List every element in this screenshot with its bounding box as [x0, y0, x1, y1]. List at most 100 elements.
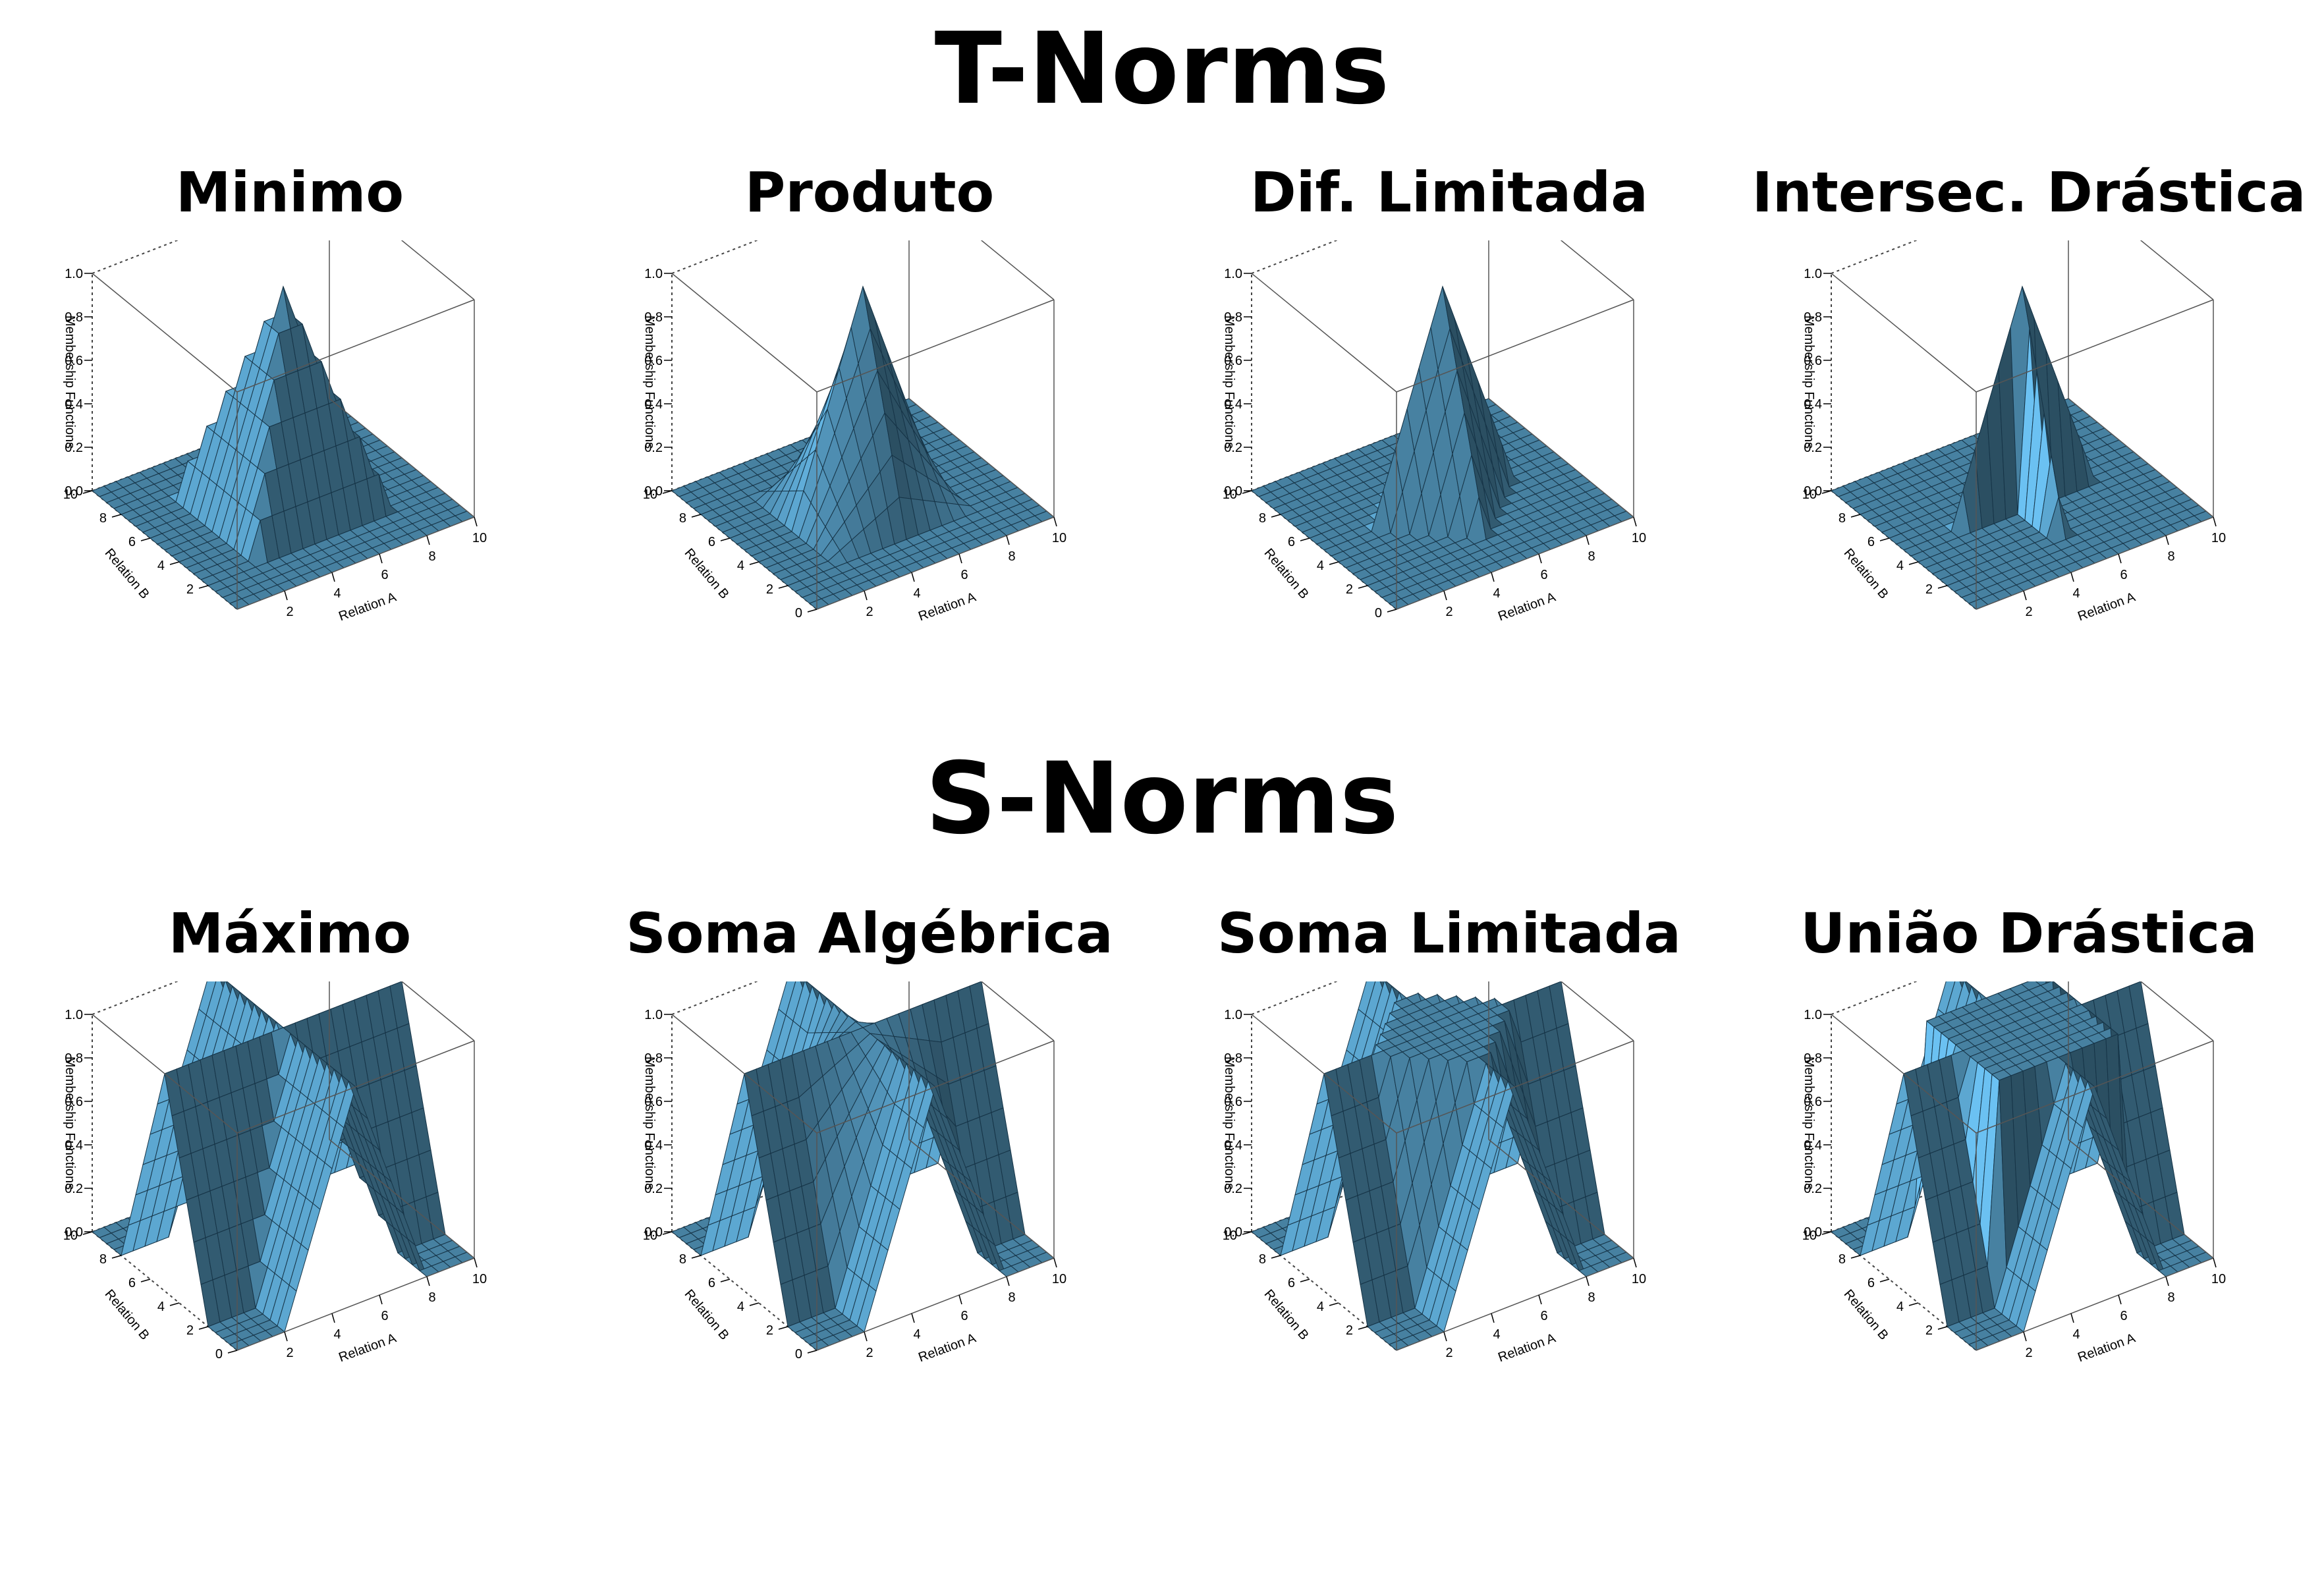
box-edge — [816, 1040, 1055, 1134]
z-tick-label: 0.8 — [1224, 1051, 1242, 1066]
y-tick-label: 2 — [766, 582, 773, 597]
y-axis-label: Relation B — [1841, 546, 1891, 602]
box-edge — [908, 398, 1055, 518]
x-tick — [958, 1294, 962, 1305]
box-edge — [1976, 1040, 2214, 1134]
x-tick-label: 8 — [428, 1290, 435, 1305]
box-edge — [980, 240, 1055, 300]
y-tick — [1879, 537, 1890, 541]
box-edge — [2068, 1139, 2214, 1259]
y-axis-label: Relation B — [1841, 1287, 1891, 1343]
y-axis-label: Relation B — [682, 546, 732, 602]
y-tick-label: 2 — [186, 582, 194, 597]
x-tick-label: 4 — [913, 586, 920, 601]
x-tick-label: 8 — [2167, 1290, 2174, 1305]
x-tick — [1586, 1276, 1590, 1286]
x-tick-label: 2 — [1445, 605, 1452, 619]
y-tick-label: 10 — [1802, 1228, 1817, 1243]
x-tick — [2213, 516, 2217, 527]
z-tick-label: 1.0 — [65, 1008, 83, 1022]
y-tick — [691, 1255, 702, 1259]
y-tick-label: 6 — [708, 535, 715, 549]
z-tick-label: 1.0 — [644, 1008, 663, 1022]
y-tick — [720, 1279, 731, 1282]
x-tick-label: 2 — [866, 1346, 873, 1360]
x-tick — [474, 516, 478, 527]
plot-box-front — [92, 981, 475, 1351]
x-tick-label: 6 — [960, 568, 968, 582]
surface-mesh — [1831, 285, 2214, 610]
y-tick — [1937, 585, 1948, 589]
chart-panel: Soma Limitada 2 4 6 8 10 Relation A 2 4 6 8 10 Relat… — [1159, 906, 1739, 1571]
x-tick — [1491, 1313, 1495, 1323]
s-norms-title: S-Norms — [925, 742, 1399, 856]
x-tick — [2070, 572, 2074, 582]
box-edge — [980, 981, 1055, 1041]
y-tick-label: 10 — [1802, 487, 1817, 502]
y-tick — [807, 609, 817, 613]
y-tick — [198, 585, 209, 589]
x-axis-label: Relation A — [1496, 590, 1558, 624]
z-axis-label: Membership Functions — [642, 1057, 657, 1190]
y-tick-label: 6 — [1288, 535, 1295, 549]
y-tick — [1329, 561, 1339, 565]
y-tick — [1879, 1279, 1890, 1282]
plot-box-front — [671, 981, 1055, 1351]
x-tick — [1538, 553, 1542, 564]
x-tick-label: 8 — [428, 549, 435, 564]
y-tick-label: 0 — [795, 1347, 802, 1362]
chart-title: Intersec. Drástica — [1752, 160, 2306, 225]
box-edge — [1560, 981, 1634, 1041]
x-tick-label: 4 — [333, 586, 341, 601]
plot-box-front — [1251, 981, 1634, 1351]
x-tick-label: 8 — [1008, 549, 1015, 564]
x-tick — [284, 1331, 288, 1342]
z-tick-label: 0.0 — [1224, 484, 1242, 499]
x-tick-label: 2 — [2025, 605, 2032, 619]
z-tick-label: 0.6 — [65, 354, 83, 368]
y-tick — [778, 585, 788, 589]
chart-title: União Drástica — [1800, 901, 2257, 966]
y-tick-label: 4 — [157, 1300, 165, 1314]
x-tick-label: 10 — [1632, 531, 1646, 545]
y-tick-label: 10 — [643, 487, 657, 502]
y-axis-label: Relation B — [102, 1287, 152, 1343]
y-tick-label: 2 — [1925, 582, 1933, 597]
y-tick-label: 8 — [99, 511, 107, 526]
x-tick-label: 6 — [1540, 1309, 1547, 1323]
y-tick — [778, 1326, 788, 1330]
x-tick — [2118, 553, 2122, 564]
z-axis: 0.0 0.2 0.4 0.6 0.8 1.0 Membership Functions — [1222, 267, 1252, 499]
box-edge — [1396, 516, 1634, 610]
chart-panel: Soma Algébrica 2 4 6 8 10 Relation A 0 2 4 6 8 10 Rel… — [580, 906, 1159, 1571]
x-tick-label: 2 — [286, 1346, 293, 1360]
z-tick-label: 1.0 — [1804, 267, 1822, 281]
box-edge — [1831, 273, 1977, 393]
y-tick — [1300, 537, 1310, 541]
y-tick-label: 0 — [215, 1347, 223, 1362]
chart-title: Produto — [744, 160, 995, 225]
z-axis: 0.0 0.2 0.4 0.6 0.8 1.0 Membership Functions — [1222, 1008, 1252, 1240]
y-tick-label: 6 — [708, 1276, 715, 1290]
x-tick-label: 10 — [2211, 1272, 2226, 1286]
x-tick — [474, 1257, 478, 1268]
surface-mesh — [1251, 285, 1634, 610]
y-tick-label: 4 — [737, 1300, 744, 1314]
y-tick — [1300, 1279, 1310, 1282]
x-tick — [1633, 516, 1637, 527]
z-axis-label: Membership Functions — [1222, 316, 1236, 449]
y-axis-label: Relation B — [102, 546, 152, 602]
y-tick-label: 8 — [1259, 1252, 1266, 1267]
z-tick-label: 1.0 — [1224, 1008, 1242, 1022]
surface-mesh — [671, 981, 1055, 1351]
y-tick — [1271, 514, 1281, 518]
x-tick-label: 8 — [1588, 1290, 1595, 1305]
x-tick-label: 4 — [2072, 586, 2080, 601]
x-tick — [2070, 1313, 2074, 1323]
chart-title: Máximo — [168, 901, 412, 966]
surface-mesh — [92, 981, 475, 1351]
